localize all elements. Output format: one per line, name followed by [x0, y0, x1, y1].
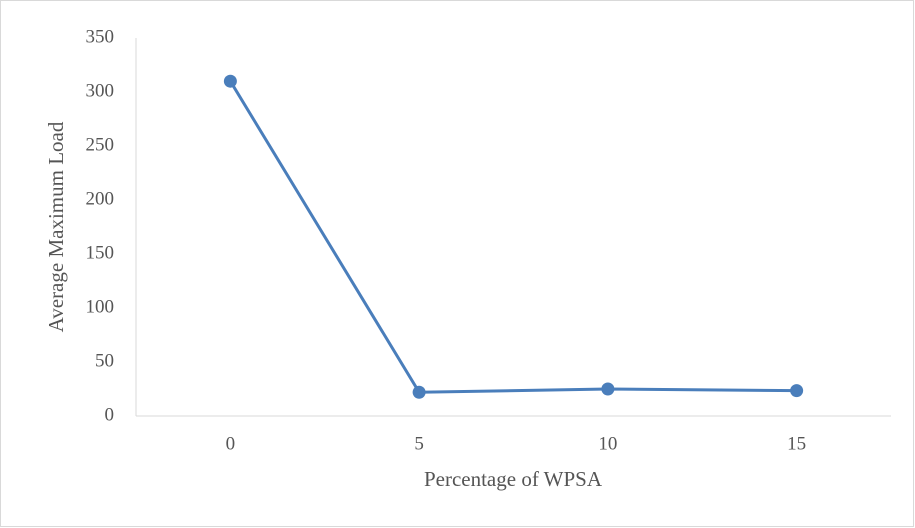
line: [229, 80, 797, 394]
y-tick-label: 200: [86, 188, 115, 209]
x-tick-label: 5: [414, 433, 424, 454]
y-axis-title: Average Maximum Load: [44, 121, 68, 332]
marker: [223, 74, 237, 88]
x-tick-label: 0: [226, 433, 236, 454]
y-tick-label: 50: [95, 350, 114, 371]
y-tick-label: 0: [105, 404, 115, 425]
x-tick-label: 15: [787, 433, 806, 454]
x-tick-label: 10: [598, 433, 617, 454]
marker: [790, 384, 804, 398]
y-tick-label: 250: [86, 134, 115, 155]
marker: [601, 382, 615, 396]
marker: [412, 385, 426, 399]
y-tick-label: 100: [86, 296, 115, 317]
y-tick-label: 350: [86, 26, 115, 47]
x-axis-title: Percentage of WPSA: [424, 467, 603, 491]
y-tick-label: 150: [86, 242, 115, 263]
y-tick-label: 300: [86, 80, 115, 101]
